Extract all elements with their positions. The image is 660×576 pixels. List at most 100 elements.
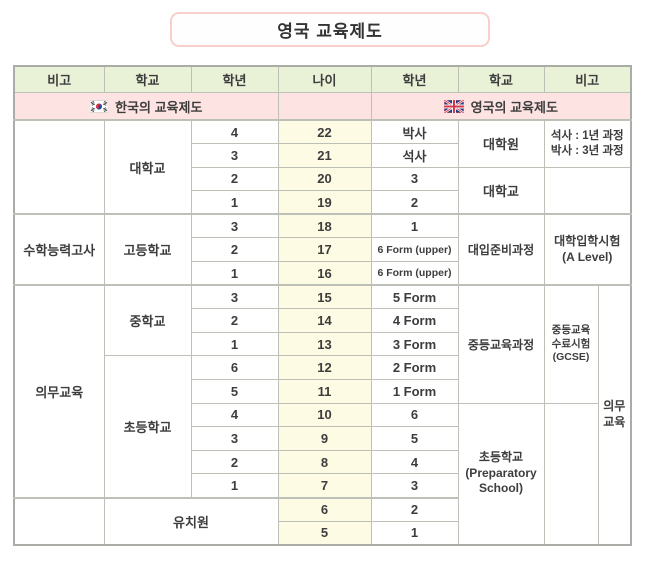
uk-school-university: 대학교 xyxy=(457,166,545,215)
uk-school-primary: 초등학교 (Preparatory School) xyxy=(457,402,545,546)
age-cell: 9 xyxy=(277,426,372,451)
uk-school-prep-course: 대입준비과정 xyxy=(457,213,545,286)
remark-line: 박사 : 3년 과정 xyxy=(550,144,624,157)
uk-grade-cell: 1 xyxy=(370,213,459,239)
kr-remark-compulsory: 의무교육 xyxy=(13,284,105,499)
school-line: (Preparatory xyxy=(465,465,537,480)
kr-grade-cell: 3 xyxy=(190,284,279,310)
age-cell: 17 xyxy=(277,237,372,263)
header-remark-right: 비고 xyxy=(543,65,632,93)
table-row: 1 19 2 xyxy=(14,190,631,215)
age-cell: 11 xyxy=(277,379,372,404)
uk-grade-cell: 2 xyxy=(370,496,459,522)
table-row: 4 10 6 초등학교 (Preparatory School) xyxy=(14,402,631,546)
remark-line: (GCSE) xyxy=(552,351,590,364)
remark-line: 석사 : 1년 과정 xyxy=(550,129,624,142)
remark-line: 의무 xyxy=(603,399,626,414)
table-row: 2 8 4 xyxy=(14,449,631,475)
uk-grade-cell: 4 Form xyxy=(370,308,459,333)
uk-grade-cell: 3 Form xyxy=(370,331,459,357)
uk-grade-cell: 4 xyxy=(370,449,459,475)
korea-flag-icon xyxy=(90,99,109,113)
uk-remark-a-level: 대학입학시험 (A Level) xyxy=(543,213,632,286)
kr-school-middle: 중학교 xyxy=(103,284,192,357)
table-row: 2 14 4 Form xyxy=(14,308,631,333)
uk-grade-cell: 박사 xyxy=(370,119,459,145)
kr-school-high: 고등학교 xyxy=(103,213,192,286)
kr-grade-cell: 6 xyxy=(190,355,279,381)
remark-line: 수료시험 xyxy=(551,337,591,350)
table-row: 5 1 xyxy=(14,520,631,546)
table-row: 1 16 6 Form (upper) xyxy=(14,261,631,286)
table-row: 초등학교 6 12 2 Form xyxy=(14,355,631,498)
age-cell: 21 xyxy=(277,143,372,168)
table-row: 2 20 3 대학교 xyxy=(14,166,632,215)
table-row: 2 17 6 Form (upper) xyxy=(14,237,631,263)
table-header-row: 비고 학교 학년 나이 학년 학교 비고 xyxy=(13,65,632,93)
uk-grade-cell: 5 Form xyxy=(370,284,459,310)
kr-grade-cell: 2 xyxy=(190,308,279,333)
age-cell: 16 xyxy=(277,261,372,286)
age-cell: 12 xyxy=(277,355,372,381)
table-row: 1 7 3 xyxy=(14,473,631,498)
kr-grade-cell: 1 xyxy=(190,473,279,498)
kr-grade-cell: 2 xyxy=(190,449,279,475)
table-row: 3 9 5 xyxy=(14,426,631,451)
remark-line: 중등교육 xyxy=(551,323,591,336)
kr-school-elementary: 초등학교 xyxy=(103,355,192,498)
table-row: 대학교 4 2 2 박사 대학원 석사 : 1년 과정 박사 : 3년 과정 xyxy=(13,119,632,215)
header-school-right: 학교 xyxy=(457,65,545,93)
uk-grade-cell: 1 xyxy=(370,520,459,546)
kr-grade-cell: 2 xyxy=(190,166,279,192)
uk-grade-cell: 2 Form xyxy=(370,355,459,381)
remark-line: 교육 xyxy=(603,414,626,429)
uk-grade-cell: 1 Form xyxy=(370,379,459,404)
header-school-left: 학교 xyxy=(103,65,192,93)
system-label-row: 한국의 교육제도 영국의 교육제도 xyxy=(13,92,632,121)
uk-remark-primary-empty xyxy=(543,402,599,546)
header-grade-right: 학년 xyxy=(370,65,459,93)
uk-remark-compulsory: 의무 교육 xyxy=(597,284,632,546)
uk-remark-graduate: 석사 : 1년 과정 박사 : 3년 과정 xyxy=(543,119,632,168)
age-cell: 7 xyxy=(277,473,372,498)
kr-grade-cell: 2 xyxy=(190,237,279,263)
korea-system-label-cell: 한국의 교육제도 xyxy=(13,92,279,121)
table-row: 수학능력고사 고등학교 3 18 1 대입준비과정 대학입학시험 (A Leve… xyxy=(13,213,632,286)
age-cell: 15 xyxy=(277,284,372,310)
kr-grade-cell: 4 xyxy=(190,402,279,428)
remark-line: 대학입학시험 xyxy=(554,234,621,249)
header-age: 나이 xyxy=(277,65,372,93)
kr-remark-university-empty xyxy=(13,119,105,215)
kr-grade-cell: 1 xyxy=(190,261,279,286)
uk-school-secondary: 중등교육과정 xyxy=(457,284,545,404)
uk-system-label-cell: 영국의 교육제도 xyxy=(370,92,632,121)
kr-grade-cell: 4 xyxy=(190,119,279,145)
age-cell: 14 xyxy=(277,308,372,333)
page-title: 영국 교육제도 xyxy=(170,12,490,47)
age-cell: 6 xyxy=(277,496,372,522)
remark-line: (A Level) xyxy=(562,249,613,264)
education-comparison-table: 비고 학교 학년 나이 학년 학교 비고 xyxy=(13,65,633,546)
uk-school-graduate: 대학원 xyxy=(457,119,545,168)
uk-grade-cell: 2 xyxy=(370,190,459,215)
empty-age-cell xyxy=(277,92,372,121)
kr-grade-cell: 3 xyxy=(190,426,279,451)
uk-remark-gcse: 중등교육 수료시험 (GCSE) xyxy=(543,284,599,404)
school-line: 초등학교 xyxy=(478,450,524,465)
uk-grade-cell: 3 xyxy=(370,166,459,192)
table-row: 3 21 석사 xyxy=(14,143,631,168)
table-row: 5 11 1 Form xyxy=(14,379,631,404)
korea-system-label: 한국의 교육제도 xyxy=(115,99,203,115)
kr-grade-cell: 3 xyxy=(190,213,279,239)
table-row: 의무교육 중학교 3 15 5 Form 중등교육과정 중등교육 수료시험 (G… xyxy=(13,284,632,546)
school-line: School) xyxy=(479,481,523,496)
uk-flag-icon xyxy=(443,99,464,113)
age-cell: 18 xyxy=(277,213,372,239)
uk-remark-university-empty xyxy=(543,166,632,215)
kr-grade-cell: 5 xyxy=(190,379,279,404)
age-cell: 20 xyxy=(277,166,372,192)
age-cell: 13 xyxy=(277,331,372,357)
age-cell: 10 xyxy=(277,402,372,428)
kr-school-kindergarten: 유치원 xyxy=(103,496,279,546)
